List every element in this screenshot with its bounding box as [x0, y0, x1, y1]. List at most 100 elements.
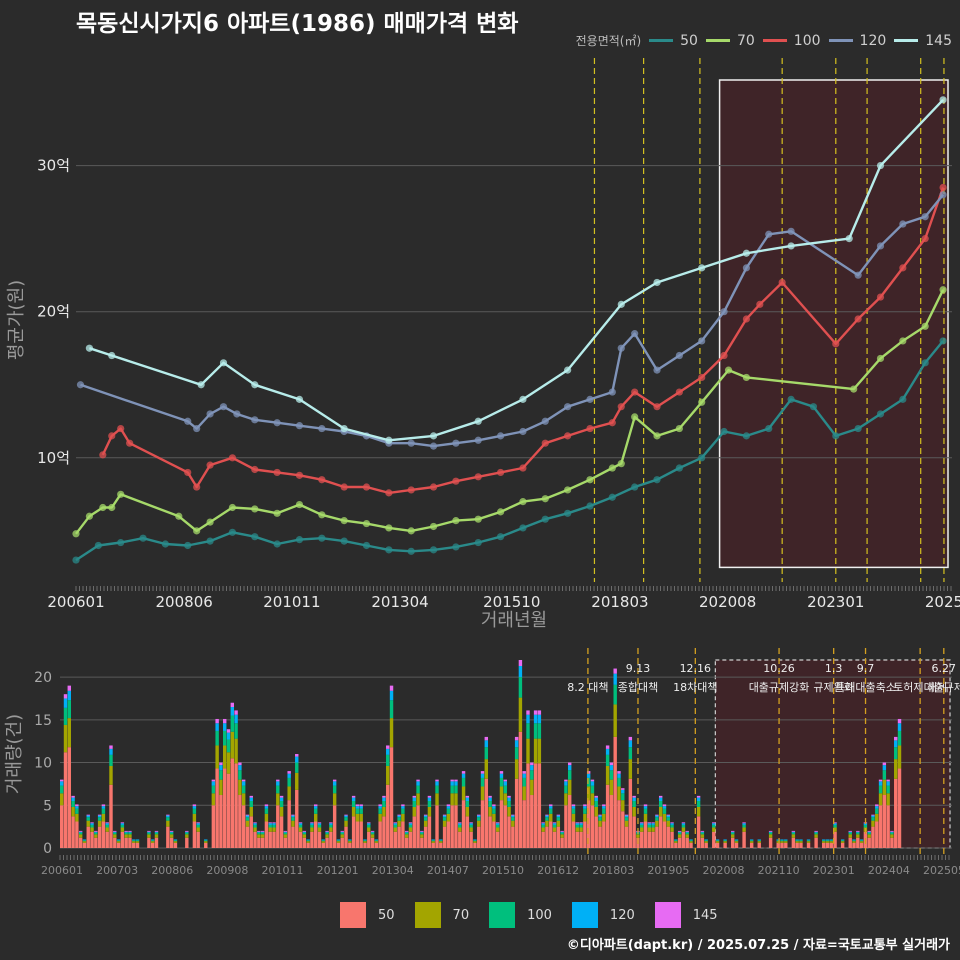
- volume-bar-segment: [492, 821, 496, 848]
- volume-bar-segment: [530, 770, 534, 780]
- data-point: [251, 533, 259, 541]
- volume-bar-segment: [94, 830, 98, 832]
- volume-bar-segment: [477, 814, 481, 816]
- data-point: [854, 315, 862, 323]
- volume-bar-segment: [230, 715, 235, 732]
- volume-bar-segment: [814, 832, 818, 835]
- volume-bar-segment: [226, 729, 231, 733]
- volume-bar-segment: [386, 745, 390, 749]
- volume-bar-segment: [386, 784, 390, 848]
- volume-bar-segment: [60, 785, 64, 794]
- volume-bar-segment: [545, 820, 549, 827]
- volume-bar-segment: [367, 823, 371, 825]
- volume-bar-segment: [359, 808, 363, 814]
- volume-bar-segment: [833, 827, 837, 832]
- volume-bar-segment: [185, 830, 189, 832]
- volume-bar-segment: [609, 795, 614, 848]
- data-point: [318, 534, 326, 542]
- volume-bar-segment: [499, 800, 504, 848]
- volume-bar-segment: [276, 805, 280, 848]
- volume-bar-segment: [871, 820, 875, 827]
- data-point: [385, 546, 393, 554]
- data-point: [939, 191, 947, 199]
- data-point: [854, 271, 862, 279]
- data-point: [720, 427, 728, 436]
- event-name-label: 8.2 대책: [567, 681, 608, 694]
- volume-bar-segment: [382, 806, 386, 817]
- volume-bar-segment: [67, 690, 71, 701]
- volume-bar-segment: [624, 826, 629, 848]
- data-point: [219, 359, 228, 367]
- volume-bar-segment: [344, 815, 348, 818]
- volume-bar-segment: [166, 815, 170, 818]
- volume-bar-segment: [526, 723, 530, 739]
- data-point: [698, 398, 706, 406]
- x-tick-label: 201510: [483, 593, 540, 611]
- volume-bar-segment: [473, 840, 477, 842]
- volume-bar-segment: [742, 823, 746, 825]
- data-point: [108, 351, 116, 360]
- volume-bar-segment: [484, 778, 489, 848]
- volume-bar-segment: [511, 817, 515, 821]
- volume-bar-segment: [355, 821, 360, 848]
- event-name-label: 토허제 해제: [893, 680, 947, 694]
- volume-bar-segment: [204, 839, 208, 841]
- event-date-label: 1.3: [825, 662, 843, 675]
- volume-bar-segment: [480, 786, 485, 801]
- volume-bar-segment: [549, 813, 553, 822]
- volume-bar-segment: [101, 806, 106, 809]
- volume-bar-segment: [386, 765, 390, 785]
- volume-bar-segment: [382, 795, 386, 798]
- volume-bar-segment: [427, 816, 432, 848]
- volume-bar-segment: [662, 804, 667, 807]
- volume-bar-segment: [260, 837, 265, 848]
- volume-bar-segment: [105, 824, 109, 828]
- volume-bar-segment: [363, 841, 367, 843]
- volume-bar-segment: [317, 824, 322, 828]
- volume-bar-segment: [689, 842, 693, 848]
- volume-bar-segment: [279, 795, 284, 798]
- volume-bar-segment: [90, 824, 94, 828]
- volume-bar-segment: [420, 837, 424, 848]
- volume-bar-segment: [647, 822, 652, 824]
- volume-bar-segment: [700, 837, 705, 848]
- volume-bar-segment: [791, 834, 796, 838]
- volume-bar-segment: [344, 814, 348, 816]
- volume-bar-segment: [120, 831, 125, 848]
- volume-bar-segment: [94, 837, 98, 848]
- credit-text: ©디아파트(dapt.kr) / 2025.07.25 / 자료=국토교통부 실…: [566, 938, 950, 953]
- data-point: [541, 515, 549, 523]
- volume-bar-segment: [446, 804, 451, 807]
- data-point: [496, 432, 505, 440]
- volume-bar-segment: [389, 718, 394, 748]
- volume-bar-segment: [423, 820, 428, 827]
- legend-title: 전용면적(㎡): [575, 34, 642, 48]
- bar-legend-item-50: 50: [340, 902, 395, 928]
- volume-bar-segment: [389, 700, 394, 719]
- data-point: [362, 519, 371, 528]
- volume-bar-segment: [806, 841, 811, 843]
- volume-bar-segment: [336, 841, 341, 843]
- volume-bar-segment: [640, 823, 644, 825]
- data-point: [99, 503, 107, 512]
- bar-legend-item-70: 70: [414, 902, 469, 928]
- volume-bar-segment: [147, 834, 151, 838]
- data-point: [787, 395, 795, 403]
- volume-bar-segment: [113, 837, 117, 848]
- volume-bar-segment: [875, 821, 879, 848]
- volume-bar-segment: [530, 795, 534, 848]
- data-point: [756, 300, 764, 308]
- bar-x-tick-label: 200601: [41, 864, 83, 877]
- volume-bar-segment: [173, 839, 178, 841]
- volume-bar-segment: [113, 830, 117, 832]
- volume-bar-segment: [571, 804, 576, 807]
- volume-bar-segment: [882, 762, 887, 766]
- volume-bar-segment: [651, 824, 655, 828]
- volume-bar-segment: [454, 779, 458, 782]
- volume-bar-segment: [431, 839, 435, 841]
- volume-bar-segment: [530, 765, 534, 771]
- volume-bar-segment: [370, 832, 375, 835]
- volume-bar-segment: [628, 747, 633, 760]
- data-point: [273, 419, 281, 427]
- volume-bar-segment: [518, 731, 523, 848]
